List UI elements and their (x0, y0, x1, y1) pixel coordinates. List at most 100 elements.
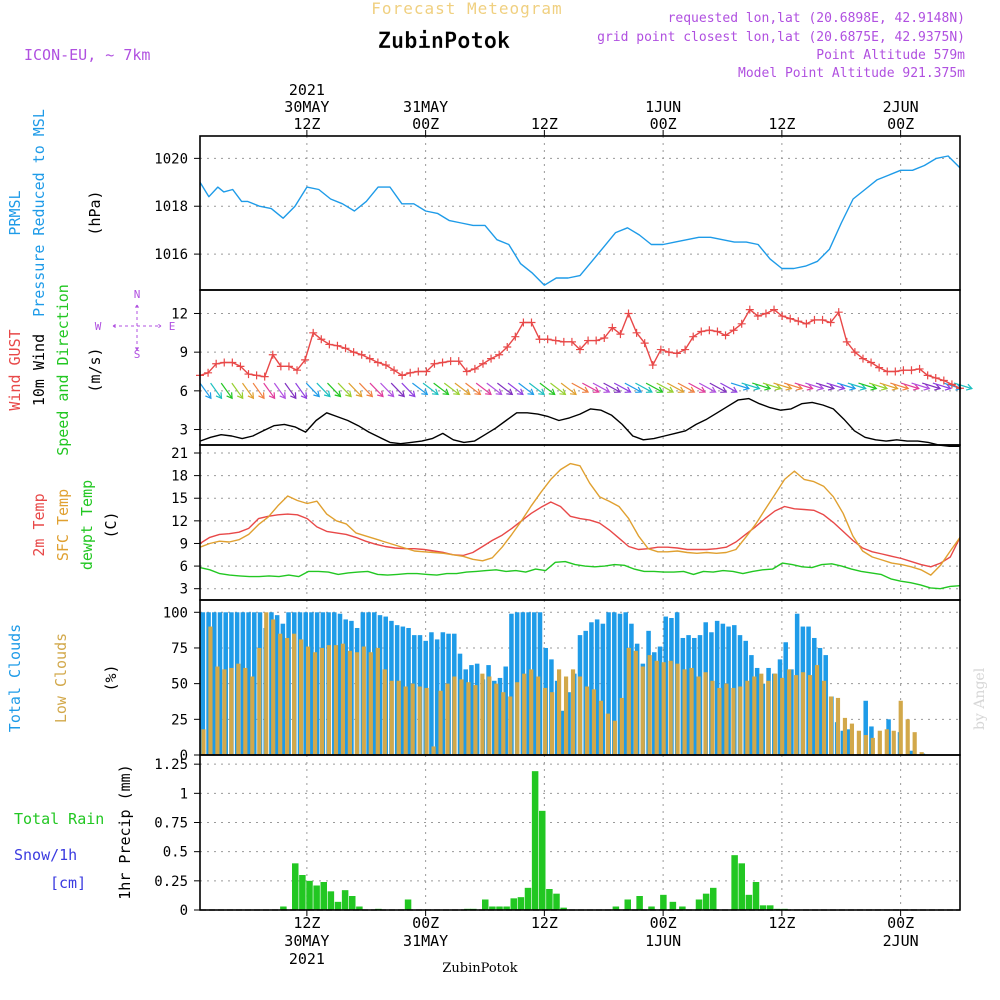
wind-arrow (645, 382, 663, 393)
low-cloud-bar (250, 676, 255, 755)
gust-marker (220, 358, 229, 367)
gust-marker (931, 373, 940, 382)
wind-arrow-head (527, 388, 535, 396)
rain-bar (660, 894, 667, 910)
wind-arrow-head (485, 388, 492, 396)
low-cloud-bar (731, 687, 736, 755)
y-tick-label: 0.25 (154, 874, 188, 890)
total-cloud-bar (720, 623, 726, 755)
panel-label: PRMSL (6, 190, 24, 235)
rain-bar (648, 906, 655, 910)
wind-arrow (348, 382, 363, 397)
low-cloud-bar (326, 645, 332, 755)
point-altitude: Point Altitude 579m (816, 48, 965, 63)
rain-bar (524, 887, 532, 910)
rain-bar (612, 906, 620, 910)
gust-marker (228, 358, 237, 367)
wind-arrow-head (592, 386, 600, 393)
wind-arrow-head (870, 383, 878, 391)
gust-marker (349, 348, 358, 357)
gust-marker (527, 318, 536, 327)
total-cloud-bar (372, 612, 377, 755)
rain-bar (489, 906, 496, 910)
total-cloud-bar (754, 667, 760, 755)
rain-bar (306, 880, 313, 910)
y-tick-label: 50 (171, 677, 188, 693)
gust-marker (260, 372, 269, 381)
gust-marker (664, 348, 673, 357)
wind-arrow (826, 382, 845, 390)
low-cloud-bar (299, 639, 304, 755)
low-cloud-bar (842, 717, 848, 755)
rain-bar (510, 898, 517, 910)
gust-marker (454, 357, 463, 366)
total-cloud-bar (589, 622, 594, 755)
model-altitude: Model Point Altitude 921.375m (738, 66, 965, 81)
y-tick-label: 9 (180, 345, 188, 361)
header: Forecast Meteogram ZubinPotok ICON-EU, ~… (24, 0, 988, 976)
total-cloud-bar (280, 623, 286, 755)
total-cloud-bar (274, 615, 280, 755)
wind-arrow (932, 382, 951, 390)
wind-arrow-head (764, 383, 772, 391)
low-cloud-bar (863, 735, 868, 755)
wind-arrow-head (677, 386, 685, 393)
legend-snow-unit: [cm] (50, 874, 86, 892)
panel-label: Pressure Reduced to MSL (30, 109, 48, 317)
total-cloud-bar (777, 659, 783, 755)
rain-bar (539, 810, 546, 910)
total-cloud-bar (377, 615, 383, 755)
gust-marker (673, 349, 682, 358)
low-cloud-bar (919, 752, 924, 755)
panel-frame (199, 444, 961, 601)
gust-marker (204, 368, 213, 377)
rain-bar (636, 896, 643, 910)
low-cloud-bar (570, 669, 576, 755)
low-cloud-bar (522, 673, 527, 755)
total-cloud-bar (652, 652, 657, 755)
low-cloud-bar (487, 676, 492, 755)
wind-arrow-head (849, 383, 857, 391)
low-cloud-bar (292, 633, 297, 755)
total-cloud-bar (566, 692, 571, 755)
low-cloud-bar (605, 713, 610, 755)
requested-coords: requested lon,lat (20.6898E, 42.9148N) (668, 11, 965, 26)
total-cloud-bar (440, 632, 446, 755)
low-cloud-bar (543, 687, 548, 755)
low-cloud-bar (536, 676, 541, 755)
gust-marker (470, 364, 479, 373)
wind-arrow (550, 382, 566, 395)
wind-arrow (284, 382, 297, 399)
panel-label: Wind GUST (6, 329, 24, 410)
rain-bar (669, 901, 677, 910)
low-cloud-bar (745, 680, 750, 755)
low-cloud-bar (717, 687, 722, 755)
gust-marker (705, 326, 714, 335)
wind-arrow-head (516, 388, 524, 396)
gust-marker (770, 305, 779, 314)
bottom-time-label: 12Z (293, 914, 320, 932)
wind-arrow-head (247, 392, 255, 400)
low-cloud-bar (515, 682, 520, 755)
wind-arrow (730, 382, 750, 390)
wind-arrow (837, 382, 856, 390)
wind-arrow (698, 382, 716, 393)
total-cloud-bar (617, 613, 623, 755)
low-cloud-bar (780, 677, 785, 755)
wind-arrow (465, 382, 481, 395)
low-cloud-bar (529, 669, 534, 755)
total-cloud-bar (840, 730, 846, 755)
total-cloud-bar (469, 665, 474, 755)
total-cloud-bar (503, 666, 508, 755)
wind-arrow (273, 382, 286, 399)
low-cloud-bar (598, 700, 604, 755)
wind-arrow (794, 382, 813, 390)
gust-marker (721, 331, 730, 340)
top-time-label: 1JUN (645, 98, 681, 116)
temp-line-1 (199, 462, 961, 576)
y-tick-label: 6 (180, 384, 188, 400)
gust-marker (600, 333, 609, 342)
low-cloud-bar (689, 667, 694, 755)
total-cloud-bar (600, 623, 606, 755)
gust-marker (947, 380, 956, 389)
